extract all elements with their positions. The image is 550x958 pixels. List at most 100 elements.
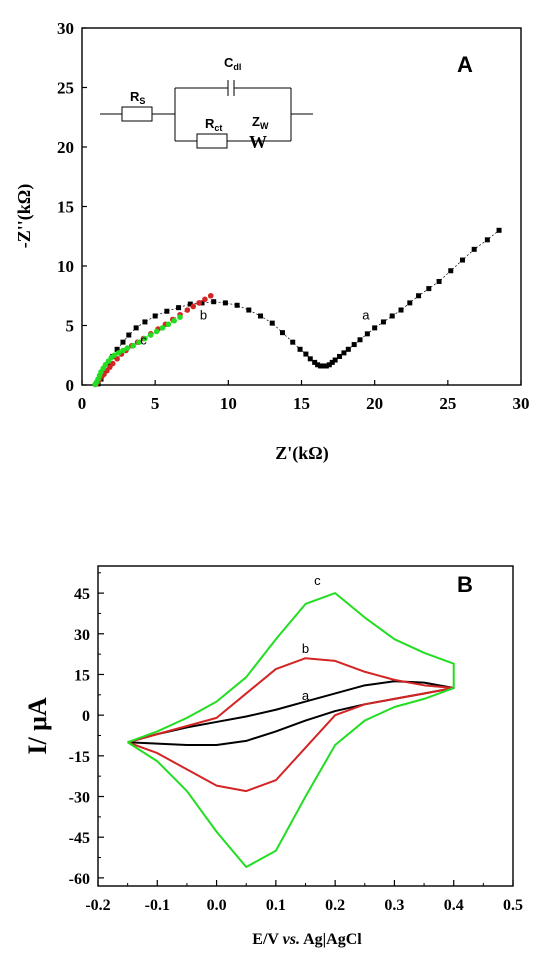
data-point xyxy=(114,346,120,352)
data-point xyxy=(207,292,214,299)
panel-a-ticks: 0 5 10 15 20 25 30 0 5 10 15 20 25 30 xyxy=(57,19,530,413)
panel-b-x-tick-label: -0.2 xyxy=(85,897,110,914)
series-a-line xyxy=(97,230,500,384)
data-point xyxy=(165,321,172,328)
panel-a-x-tick-label: 20 xyxy=(366,394,383,413)
data-point xyxy=(126,332,132,338)
data-point xyxy=(307,356,313,362)
panel-a-y-tick-label: 30 xyxy=(57,19,74,38)
data-point xyxy=(246,307,252,313)
circuit-label-rct-sub: ct xyxy=(214,123,222,133)
data-point xyxy=(448,268,454,274)
data-point xyxy=(279,330,285,336)
panel-a-plot-frame xyxy=(81,27,522,386)
data-point xyxy=(234,302,240,308)
data-point xyxy=(130,342,137,349)
data-point xyxy=(329,359,335,365)
panel-b-y-tick-label: 45 xyxy=(74,586,90,603)
data-point xyxy=(364,331,370,337)
data-point xyxy=(341,350,347,356)
data-point xyxy=(109,360,116,367)
series-label-c: c xyxy=(140,333,147,348)
panel-b-x-axis-label: E/V vs. Ag|AgCl xyxy=(252,931,362,948)
panel-a-y-tick-label: 5 xyxy=(66,317,75,336)
data-point xyxy=(357,337,363,343)
panel-a-y-tick-label: 15 xyxy=(57,198,74,217)
data-point xyxy=(111,352,117,359)
data-point xyxy=(196,300,202,306)
data-point xyxy=(136,339,142,345)
panel-b-x-axis-label-vs: vs. xyxy=(283,931,300,948)
panel-a-x-tick-label: 30 xyxy=(513,394,530,413)
circuit-label-cdl: Cdl xyxy=(224,55,241,72)
data-point xyxy=(416,293,422,299)
series-c: c xyxy=(127,573,455,869)
series-label-a: a xyxy=(302,688,310,703)
panel-b-x-tick-label: -0.1 xyxy=(145,897,170,914)
series-c: c xyxy=(92,314,183,388)
panel-a-y-tick-label: 25 xyxy=(57,79,74,98)
resistor-rct xyxy=(196,133,228,149)
series-c-curve xyxy=(127,592,455,869)
data-point xyxy=(202,296,208,303)
data-point xyxy=(190,303,197,310)
circuit-label-rct: Rct xyxy=(205,116,222,133)
series-a: a xyxy=(127,680,455,746)
data-point xyxy=(187,301,193,307)
panel-b-x-tick-label: 0.5 xyxy=(503,897,523,914)
circuit-label-zw: ZW xyxy=(252,114,269,131)
panel-b: -0.2 -0.1 0.0 0.1 0.2 0.3 0.4 0.5 45 30 15 0 -15 -30 -… xyxy=(23,565,523,948)
data-point xyxy=(211,299,217,305)
data-point xyxy=(471,246,477,252)
data-point xyxy=(177,314,183,320)
data-point xyxy=(120,347,126,354)
panel-a-x-tick-label: 25 xyxy=(439,394,456,413)
series-label-b: b xyxy=(200,308,207,323)
data-point xyxy=(152,313,158,319)
panel-b-series: a b c xyxy=(127,573,455,869)
data-point xyxy=(407,300,413,306)
data-point xyxy=(398,307,404,313)
data-point xyxy=(222,300,228,306)
panel-b-y-tick-label: -30 xyxy=(69,790,90,807)
panel-b-y-tick-label: 30 xyxy=(74,627,90,644)
data-point xyxy=(312,359,318,365)
data-point xyxy=(184,307,191,313)
circuit-label-warburg: W xyxy=(249,132,267,152)
data-point xyxy=(115,350,122,356)
data-point xyxy=(303,351,309,357)
data-point xyxy=(389,313,395,319)
data-point xyxy=(153,328,160,335)
data-point xyxy=(380,319,386,325)
data-point xyxy=(147,332,154,338)
panel-b-y-tick-label: 15 xyxy=(74,667,90,684)
data-point xyxy=(484,237,490,243)
panel-b-plot-frame xyxy=(97,565,514,887)
data-point xyxy=(159,325,166,331)
data-point xyxy=(164,308,170,314)
panel-a-y-axis-label: -Z''(kΩ) xyxy=(14,184,35,248)
data-point xyxy=(269,320,275,326)
data-point xyxy=(337,353,343,359)
data-point xyxy=(290,339,296,345)
circuit-label-zw-sub: W xyxy=(260,121,269,131)
data-point xyxy=(199,300,205,306)
panel-a-label: A xyxy=(457,52,473,77)
panel-b-x-tick-label: 0.4 xyxy=(444,897,464,914)
data-point xyxy=(318,363,324,369)
data-point xyxy=(496,227,502,233)
data-point xyxy=(124,345,131,351)
data-point xyxy=(426,286,432,292)
resistor-rs xyxy=(121,106,153,122)
panel-b-label: B xyxy=(457,572,473,597)
data-point xyxy=(171,317,177,324)
panel-b-x-tick-label: 0.2 xyxy=(325,897,345,914)
panel-a: 0 5 10 15 20 25 30 0 5 10 15 20 25 30 a b c A Z'(kΩ) -Z… xyxy=(14,19,530,464)
data-point xyxy=(258,313,264,319)
data-point xyxy=(459,257,465,263)
series-a: a xyxy=(95,227,502,387)
panel-b-y-tick-label: -60 xyxy=(69,871,90,888)
data-point xyxy=(332,357,338,363)
panel-a-y-tick-label: 0 xyxy=(66,376,75,395)
